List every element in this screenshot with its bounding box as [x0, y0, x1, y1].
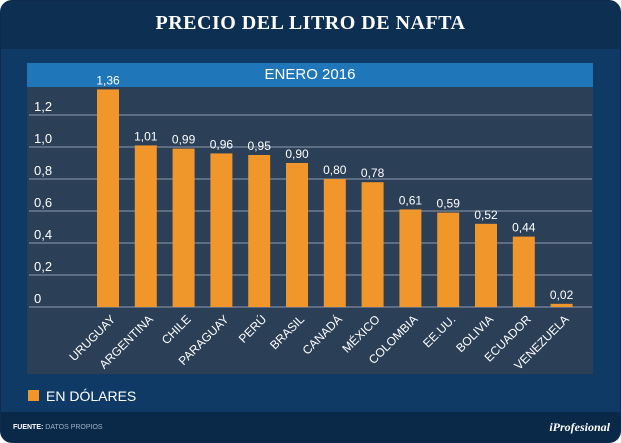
- value-label: 0,80: [323, 163, 347, 177]
- source-label: FUENTE:: [13, 424, 44, 431]
- bar: [248, 155, 271, 307]
- bar: [437, 212, 460, 307]
- bar: [361, 182, 384, 307]
- category-label: PERÚ: [235, 312, 269, 346]
- value-label: 0,78: [361, 166, 385, 180]
- value-label: 0,61: [399, 193, 423, 207]
- value-label: 0,59: [437, 197, 461, 211]
- y-tick-label: 0,4: [34, 227, 52, 242]
- value-label: 0,99: [172, 133, 196, 147]
- value-label: 1,36: [96, 73, 120, 87]
- source-note: FUENTE: DATOS PROPIOS: [13, 424, 103, 431]
- category-label: CHILE: [159, 312, 194, 347]
- bar: [172, 148, 195, 307]
- title-band: [1, 1, 620, 49]
- bar: [323, 179, 346, 307]
- brand-logo: iProfesional: [549, 420, 610, 434]
- bar: [97, 89, 119, 308]
- y-tick-label: 0,8: [34, 163, 52, 178]
- value-label: 0,52: [474, 208, 498, 222]
- y-tick-label: 0,2: [34, 259, 52, 274]
- legend-swatch: [28, 390, 39, 401]
- source-text: DATOS PROPIOS: [45, 424, 103, 431]
- value-label: 0,96: [210, 137, 234, 151]
- chart-subtitle: ENERO 2016: [264, 66, 356, 83]
- footer-band: [1, 412, 620, 442]
- bar: [286, 163, 308, 307]
- value-label: 0,44: [512, 221, 536, 235]
- y-tick-label: 1,2: [34, 99, 52, 114]
- y-tick-label: 0: [34, 291, 41, 306]
- y-tick-label: 0,6: [34, 195, 52, 210]
- category-label: CANADÁ: [299, 312, 345, 358]
- bar: [210, 153, 233, 307]
- chart-title: PRECIO DEL LITRO DE NAFTA: [155, 12, 466, 34]
- value-label: 0,90: [285, 147, 309, 161]
- y-tick-label: 1,0: [34, 131, 52, 146]
- value-label: 1,01: [134, 129, 158, 143]
- legend-label: EN DÓLARES: [46, 388, 137, 404]
- subtitle-band: [27, 63, 593, 87]
- value-label: 0,02: [550, 288, 574, 302]
- value-label: 0,95: [248, 139, 272, 153]
- bar: [475, 223, 497, 307]
- bar: [550, 303, 573, 307]
- bar: [399, 209, 422, 307]
- bar: [134, 145, 157, 307]
- bar: [512, 236, 535, 307]
